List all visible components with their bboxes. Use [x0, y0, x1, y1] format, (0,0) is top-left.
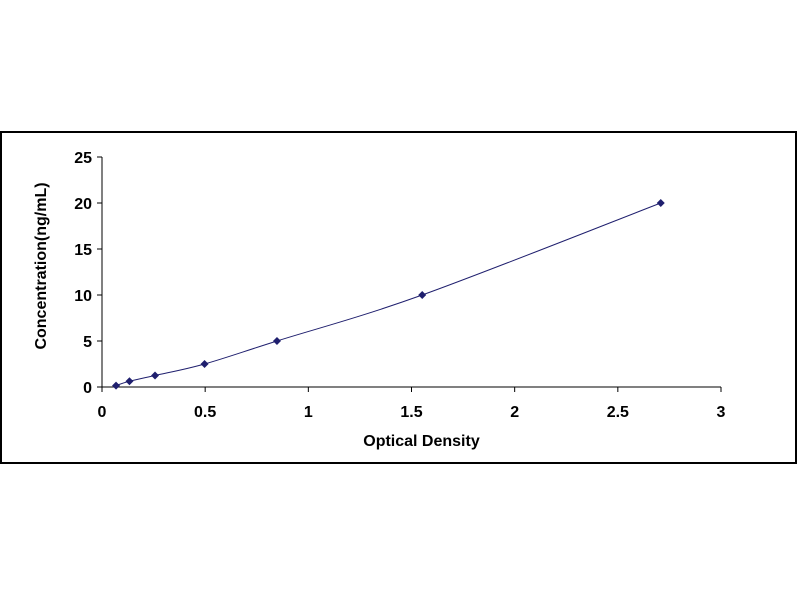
data-points — [112, 199, 665, 390]
x-tick-label: 1 — [304, 404, 313, 421]
data-point — [151, 371, 160, 380]
x-axis-label: Optical Density — [363, 433, 480, 450]
data-point — [418, 291, 427, 299]
y-ticks: 0 5 10 15 20 25 — [74, 150, 102, 397]
data-point — [125, 377, 134, 386]
data-point — [272, 337, 281, 345]
y-tick-label: 5 — [83, 334, 92, 351]
x-tick-label: 2.5 — [607, 404, 629, 421]
chart-frame — [0, 131, 797, 464]
x-tick-label: 0 — [98, 404, 107, 421]
y-tick-label: 10 — [74, 288, 92, 305]
x-tick-label: 2 — [510, 404, 519, 421]
x-tick-label: 1.5 — [400, 404, 422, 421]
data-point — [112, 381, 121, 390]
x-tick-label: 0.5 — [194, 404, 216, 421]
y-tick-label: 25 — [74, 150, 92, 167]
y-axis-label: Concentration(ng/mL) — [33, 182, 50, 349]
data-point — [200, 360, 209, 368]
y-tick-label: 15 — [74, 242, 92, 259]
axes — [101, 157, 721, 388]
y-tick-label: 0 — [83, 380, 92, 397]
x-ticks: 0 0.5 1 1.5 2 2.5 3 — [98, 387, 726, 421]
y-tick-label: 20 — [74, 196, 92, 213]
x-tick-label: 3 — [717, 404, 726, 421]
fit-curve — [115, 202, 661, 387]
data-point — [656, 199, 665, 207]
